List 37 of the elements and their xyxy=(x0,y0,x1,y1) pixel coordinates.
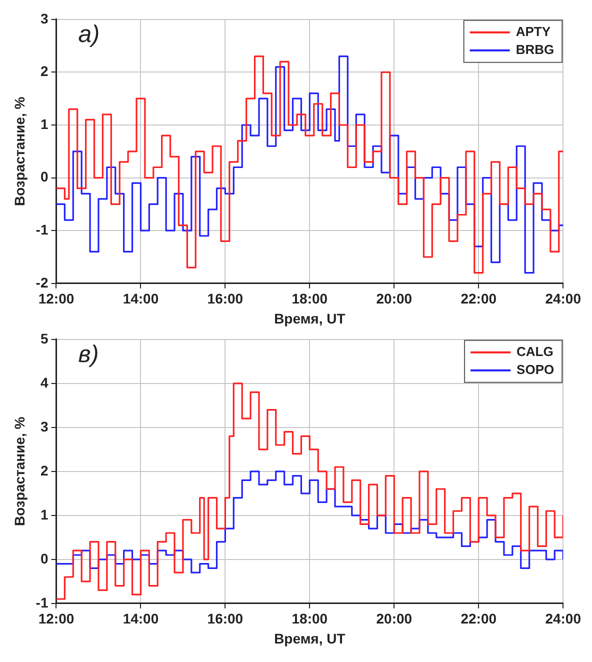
x-tick-label: 16:00 xyxy=(207,610,244,627)
y-tick-label: -1 xyxy=(36,221,48,238)
legend-label: SOPO xyxy=(516,362,554,377)
y-tick-label: 0 xyxy=(40,550,48,566)
y-axis-title: Возрастание, % xyxy=(11,96,28,206)
y-tick-label: 0 xyxy=(40,168,48,185)
y-tick-label: 3 xyxy=(40,10,48,26)
annotation: а) xyxy=(78,21,100,48)
y-tick-label: 3 xyxy=(40,418,48,434)
x-tick-label: 22:00 xyxy=(460,290,497,307)
x-tick-label: 12:00 xyxy=(38,610,74,627)
y-tick-label: 1 xyxy=(40,116,48,132)
x-axis-title: Время, UT xyxy=(274,630,346,646)
x-tick-label: 24:00 xyxy=(545,290,582,307)
x-tick-label: 18:00 xyxy=(292,290,328,307)
y-tick-label: 4 xyxy=(40,374,48,390)
y-axis-title: Возрастание, % xyxy=(11,416,28,526)
legend-label: APTY xyxy=(516,24,551,39)
x-tick-label: 24:00 xyxy=(545,610,582,627)
x-tick-label: 14:00 xyxy=(122,610,159,627)
x-tick-label: 16:00 xyxy=(207,290,244,307)
y-tick-label: -1 xyxy=(36,594,48,610)
y-tick-label: 5 xyxy=(40,330,48,346)
y-tick-label: 2 xyxy=(40,63,48,80)
x-tick-label: 20:00 xyxy=(376,290,412,307)
x-tick-label: 18:00 xyxy=(292,610,328,627)
y-tick-label: 1 xyxy=(40,506,48,522)
annotation: в) xyxy=(78,341,99,368)
x-tick-label: 22:00 xyxy=(460,610,497,627)
x-tick-label: 14:00 xyxy=(122,290,159,307)
legend-label: BRBG xyxy=(516,42,554,57)
legend-label: CALG xyxy=(516,344,554,359)
y-tick-label: 2 xyxy=(40,462,48,478)
y-tick-label: -2 xyxy=(36,274,48,290)
x-axis-title: Время, UT xyxy=(274,310,346,326)
x-tick-label: 20:00 xyxy=(376,610,412,627)
x-tick-label: 12:00 xyxy=(38,290,74,307)
